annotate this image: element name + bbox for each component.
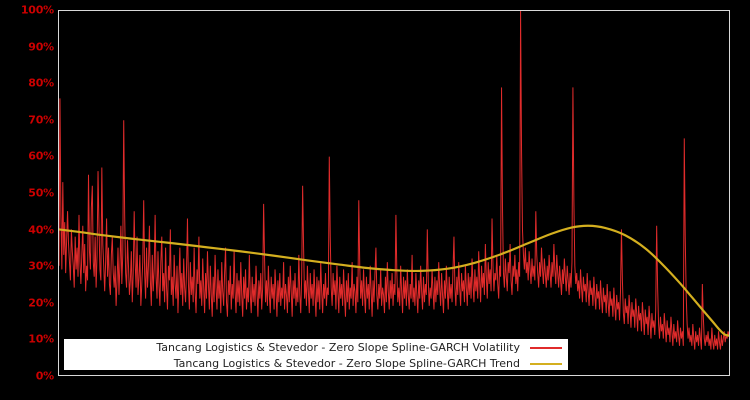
y-tick-label: 90% [28, 40, 54, 54]
y-axis: 0% 10% 20% 30% 40% 50% 60% 70% 80% 90% 100% [0, 0, 54, 400]
y-tick-label: 70% [28, 113, 54, 127]
legend-swatch-trend-icon [530, 362, 562, 365]
legend-item-label: Tancang Logistics & Stevedor - Zero Slop… [173, 356, 520, 370]
y-tick-label: 30% [28, 259, 54, 273]
chart-legend: Tancang Logistics & Stevedor - Zero Slop… [63, 338, 569, 371]
series-canvas [59, 11, 729, 350]
y-tick-label: 80% [28, 76, 54, 90]
legend-item-label: Tancang Logistics & Stevedor - Zero Slop… [156, 340, 520, 354]
volatility-series-line [59, 11, 729, 350]
y-tick-label: 50% [28, 186, 54, 200]
legend-item[interactable]: Tancang Logistics & Stevedor - Zero Slop… [64, 340, 568, 355]
plot-area [58, 10, 730, 376]
y-tick-label: 60% [28, 149, 54, 163]
y-tick-label: 0% [35, 369, 54, 383]
legend-item[interactable]: Tancang Logistics & Stevedor - Zero Slop… [64, 356, 568, 371]
y-tick-label: 10% [28, 332, 54, 346]
trend-series-line [59, 224, 729, 337]
legend-swatch-vol-icon [530, 346, 562, 349]
y-tick-label: 100% [20, 3, 54, 17]
y-tick-label: 40% [28, 223, 54, 237]
y-tick-label: 20% [28, 296, 54, 310]
